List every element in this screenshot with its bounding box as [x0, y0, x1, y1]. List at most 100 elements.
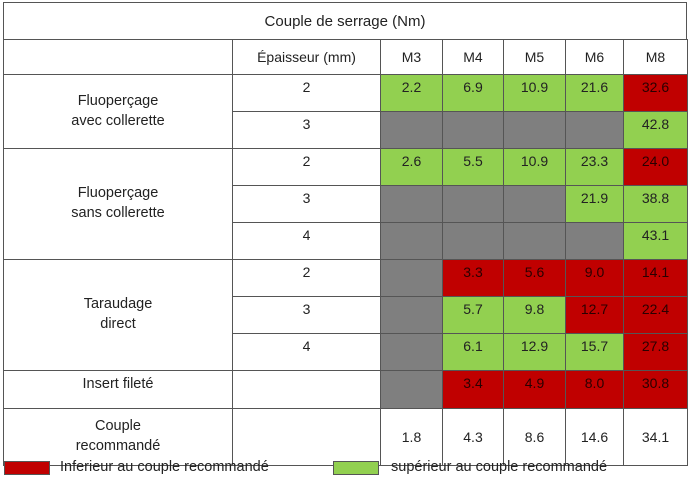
torque-cell-m5 — [503, 222, 566, 260]
header-size: M5 — [503, 39, 566, 75]
torque-cell-m3: 2.6 — [380, 148, 443, 186]
header-epaisseur: Épaisseur (mm) — [232, 39, 381, 75]
group-label-reco: Couple recommandé — [3, 408, 233, 466]
group-label-fluo-sans: Fluoperçage sans collerette — [3, 148, 233, 260]
torque-cell-m4: 6.9 — [442, 74, 504, 112]
torque-cell-m4: 3.4 — [442, 370, 504, 409]
torque-cell-m6: 23.3 — [565, 148, 624, 186]
thickness-cell: 4 — [232, 333, 381, 371]
torque-cell-m3 — [380, 259, 443, 297]
group-label-line1: Taraudage — [83, 296, 153, 313]
table-row: 3 21.9 38.8 — [4, 185, 688, 223]
torque-cell-m3 — [380, 111, 443, 149]
torque-cell-m3 — [380, 296, 443, 334]
torque-cell-m4 — [442, 222, 504, 260]
legend-swatch-red — [4, 461, 50, 475]
torque-cell-m3: 1.8 — [380, 408, 443, 466]
torque-cell-m5 — [503, 111, 566, 149]
torque-cell-m3 — [380, 333, 443, 371]
group-label-line1: Fluoperçage — [77, 92, 159, 109]
group-label-insert: Insert fileté — [3, 370, 233, 409]
group-label-line1: Couple — [95, 418, 141, 435]
torque-cell-m6: 9.0 — [565, 259, 624, 297]
table-row: 3 5.7 9.8 12.7 22.4 — [4, 296, 688, 334]
group-label-line2: direct — [100, 316, 136, 332]
torque-cell-m6: 15.7 — [565, 333, 624, 371]
torque-table: Couple de serrage (Nm) Épaisseur (mm) M3… — [3, 2, 688, 466]
torque-cell-m6: 14.6 — [565, 408, 624, 466]
torque-cell-m4: 5.5 — [442, 148, 504, 186]
torque-cell-m8: 24.0 — [623, 148, 688, 186]
legend: Inferieur au couple recommandé supérieur… — [0, 459, 690, 481]
torque-cell-m4: 6.1 — [442, 333, 504, 371]
header-size: M3 — [380, 39, 443, 75]
torque-cell-m4 — [442, 185, 504, 223]
table-row: Couple recommandé 1.8 4.3 8.6 14.6 34.1 — [3, 408, 688, 466]
torque-cell-m8: 43.1 — [623, 222, 688, 260]
table-body: Fluoperçage avec collerette 2 2.2 6.9 10.9 2… — [3, 74, 688, 466]
torque-cell-m4: 5.7 — [442, 296, 504, 334]
group-label-taraudage: Taraudage direct — [3, 259, 233, 371]
table-row: 3 42.8 — [4, 111, 688, 149]
table-title: Couple de serrage (Nm) — [3, 2, 687, 40]
torque-cell-m8: 27.8 — [623, 333, 688, 371]
group-label-fluo-avec: Fluoperçage avec collerette — [3, 74, 233, 149]
torque-cell-m5: 8.6 — [503, 408, 566, 466]
torque-cell-m3 — [380, 222, 443, 260]
torque-cell-m8: 38.8 — [623, 185, 688, 223]
table-row: Taraudage direct 2 3.3 5.6 9.0 14.1 — [3, 259, 688, 371]
table-row: 4 43.1 — [4, 222, 688, 260]
table-row: Fluoperçage sans collerette 2 2.6 5.5 10.9 2… — [3, 148, 688, 260]
torque-cell-m4 — [442, 111, 504, 149]
torque-cell-m8: 34.1 — [623, 408, 688, 466]
torque-cell-m8: 22.4 — [623, 296, 688, 334]
torque-cell-m5: 12.9 — [503, 333, 566, 371]
group-label-line1: Fluoperçage — [77, 185, 159, 202]
torque-cell-m6: 8.0 — [565, 370, 624, 409]
torque-cell-m3 — [380, 185, 443, 223]
thickness-cell: 3 — [232, 296, 381, 334]
thickness-cell: 3 — [232, 111, 381, 149]
torque-cell-m8: 30.8 — [623, 370, 688, 409]
torque-cell-m8: 32.6 — [623, 74, 688, 112]
torque-cell-m5: 10.9 — [503, 74, 566, 112]
legend-swatch-green — [333, 461, 379, 475]
thickness-cell: 3 — [232, 185, 381, 223]
torque-cell-m6: 21.9 — [565, 185, 624, 223]
torque-cell-m5: 10.9 — [503, 148, 566, 186]
torque-cell-m5: 5.6 — [503, 259, 566, 297]
header-row: Épaisseur (mm) M3 M4 M5 M6 M8 — [3, 39, 688, 75]
torque-cell-m6 — [565, 111, 624, 149]
torque-cell-m8: 42.8 — [623, 111, 688, 149]
torque-grid: Épaisseur (mm) M3 M4 M5 M6 M8 Fluoperçag… — [3, 39, 688, 466]
legend-label-green: supérieur au couple recommandé — [391, 459, 608, 475]
torque-cell-m3 — [380, 370, 443, 409]
header-size: M6 — [565, 39, 624, 75]
header-size: M8 — [623, 39, 688, 75]
thickness-cell: 2 — [232, 259, 381, 297]
legend-label-red: Inferieur au couple recommandé — [60, 459, 269, 475]
torque-cell-m6: 12.7 — [565, 296, 624, 334]
group-label-line2: sans collerette — [71, 205, 165, 221]
table-row: 4 6.1 12.9 15.7 27.8 — [4, 333, 688, 371]
header-blank — [3, 39, 233, 75]
torque-cell-m4: 4.3 — [442, 408, 504, 466]
torque-cell-m5: 4.9 — [503, 370, 566, 409]
thickness-cell: 2 — [232, 74, 381, 112]
group-label-line2: avec collerette — [71, 112, 165, 129]
torque-cell-m6 — [565, 222, 624, 260]
torque-cell-m8: 14.1 — [623, 259, 688, 297]
thickness-cell: 4 — [232, 222, 381, 260]
table-row: Fluoperçage avec collerette 2 2.2 6.9 10.9 2… — [3, 74, 688, 149]
thickness-cell — [232, 370, 381, 409]
torque-cell-m6: 21.6 — [565, 74, 624, 112]
header-size: M4 — [442, 39, 504, 75]
table-row: Insert fileté 3.4 4.9 8.0 30.8 — [3, 370, 688, 409]
thickness-cell: 2 — [232, 148, 381, 186]
thickness-cell — [232, 408, 381, 466]
torque-cell-m5 — [503, 185, 566, 223]
torque-cell-m3: 2.2 — [380, 74, 443, 112]
torque-cell-m4: 3.3 — [442, 259, 504, 297]
torque-cell-m5: 9.8 — [503, 296, 566, 334]
